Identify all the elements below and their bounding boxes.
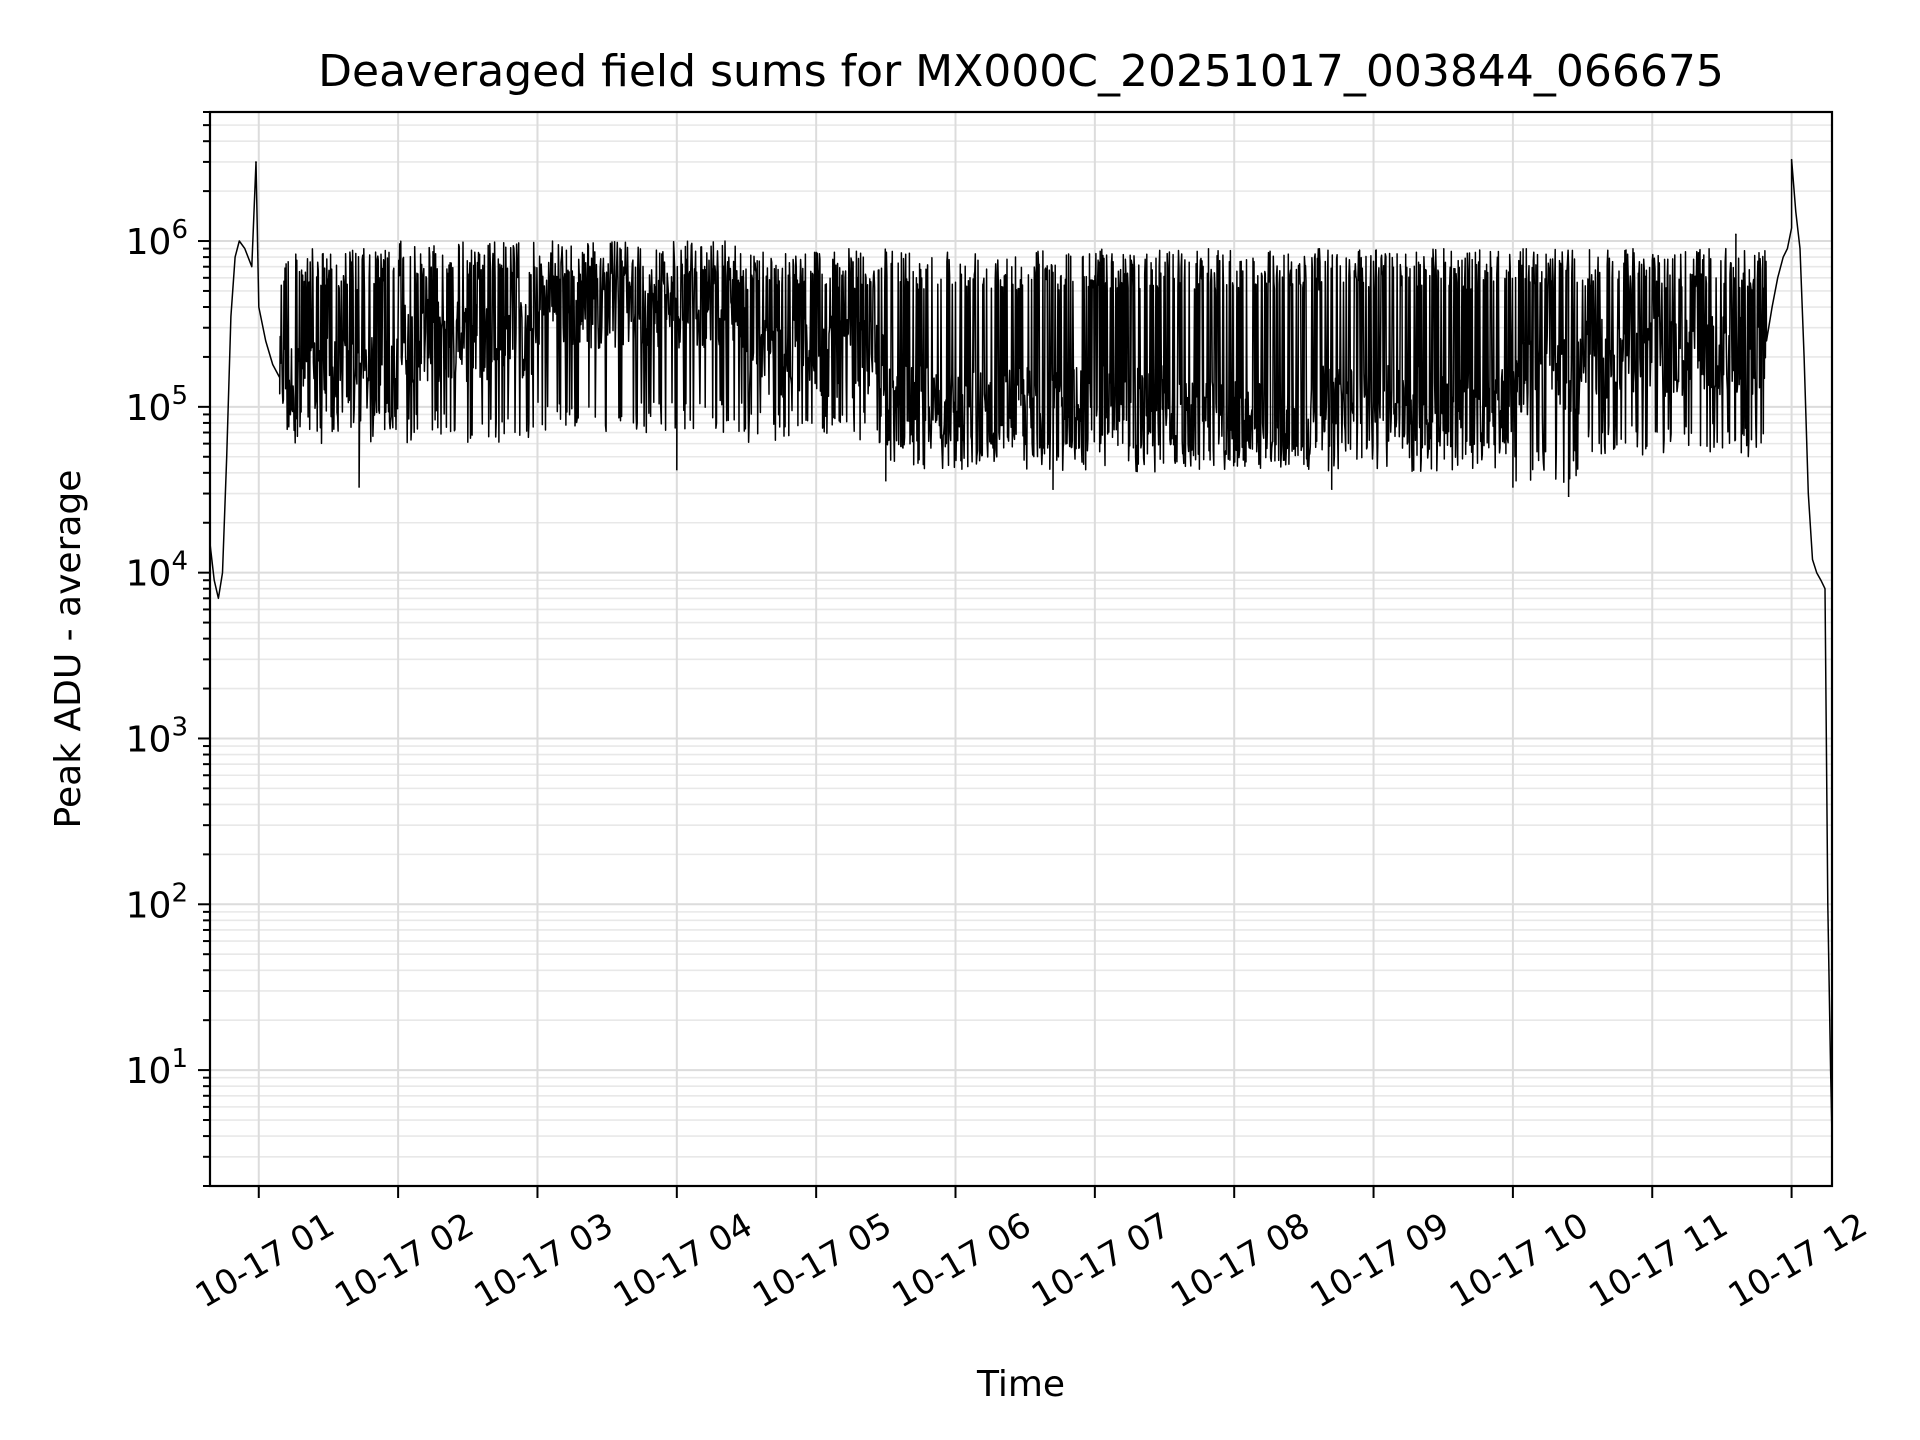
y-tick-label: 105 [126, 381, 188, 429]
y-tick-label: 106 [126, 215, 188, 263]
y-tick-label-exponent: 1 [171, 1044, 188, 1074]
y-tick-label-base: 10 [126, 222, 172, 263]
y-tick-label-base: 10 [126, 554, 172, 595]
plot-frame [208, 110, 1834, 1188]
grid [210, 111, 1832, 1187]
y-tick-label-base: 10 [126, 719, 172, 760]
chart-title: Deaveraged field sums for MX000C_2025101… [318, 46, 1724, 97]
y-tick-label-base: 10 [126, 1051, 172, 1092]
series-line-path [209, 158, 1833, 1137]
y-tick-label-exponent: 6 [171, 215, 188, 245]
y-tick-label-base: 10 [126, 388, 172, 429]
y-tick-label: 103 [126, 712, 188, 760]
y-tick-label-exponent: 4 [171, 547, 188, 577]
series-line [209, 158, 1833, 1137]
y-tick-label-exponent: 3 [171, 712, 188, 742]
x-axis-label: Time [976, 1364, 1065, 1405]
y-axis-label: Peak ADU - average [48, 470, 89, 829]
y-tick-label: 104 [126, 547, 188, 595]
y-tick-label-exponent: 2 [171, 878, 188, 908]
y-tick-label-exponent: 5 [171, 381, 188, 411]
y-tick-label: 102 [126, 878, 188, 926]
y-tick-label-base: 10 [126, 885, 172, 926]
y-tick-label: 101 [126, 1044, 188, 1092]
